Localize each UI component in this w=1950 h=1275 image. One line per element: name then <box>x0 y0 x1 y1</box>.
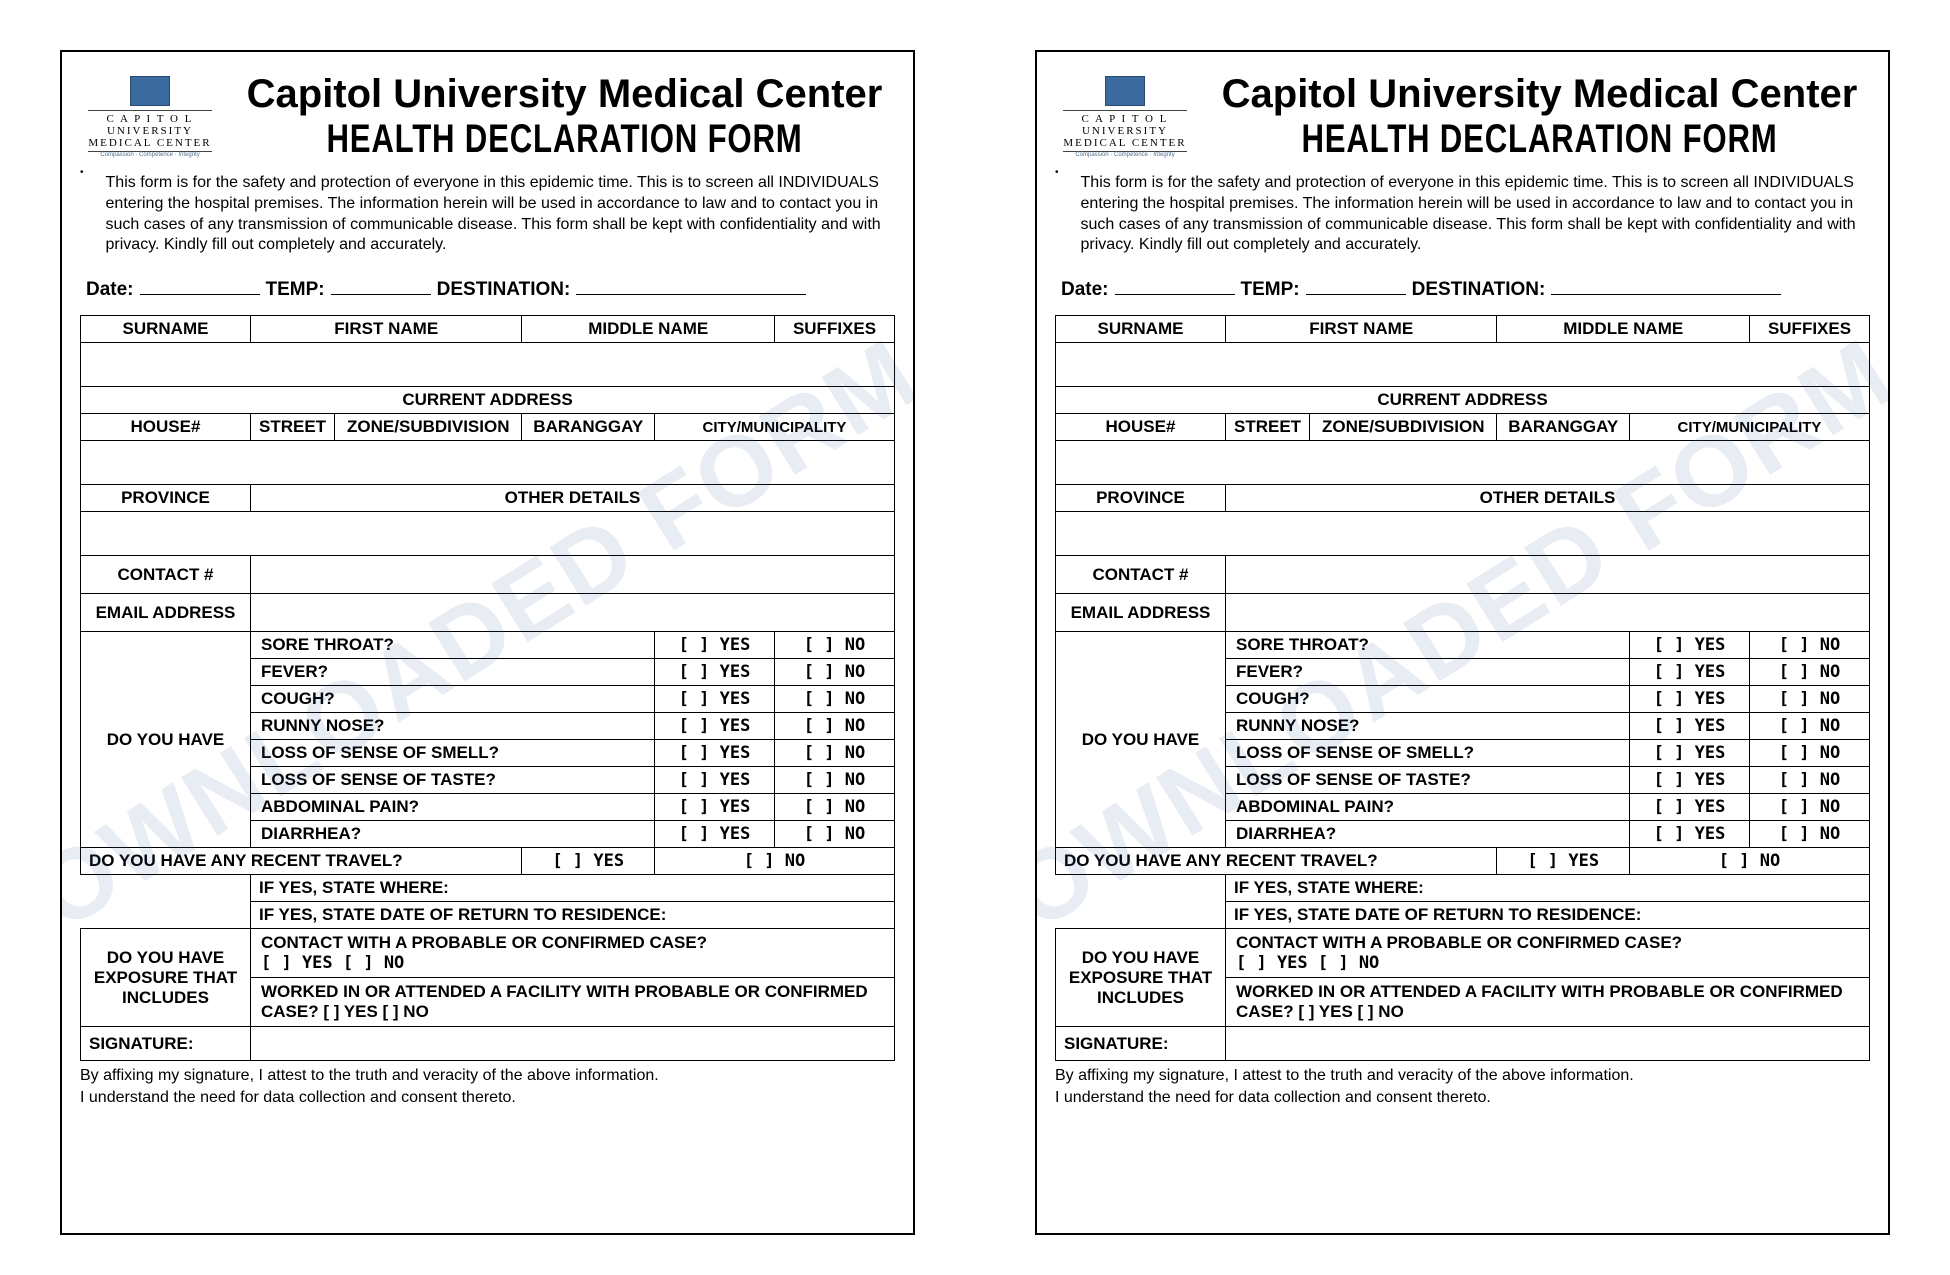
title-form: HEALTH DECLARATION FORM <box>307 117 823 162</box>
top-fields[interactable]: Date: TEMP: DESTINATION: <box>1061 276 1864 301</box>
logo: C A P I T O LUNIVERSITYMEDICAL CENTER Co… <box>80 67 220 167</box>
title-org: Capitol University Medical Center <box>234 72 895 117</box>
intro-text: This form is for the safety and protecti… <box>106 173 895 256</box>
logo: C A P I T O LUNIVERSITYMEDICAL CENTER Co… <box>1055 67 1195 167</box>
attestation: By affixing my signature, I attest to th… <box>1055 1065 1870 1108</box>
intro-text: This form is for the safety and protecti… <box>1081 173 1870 256</box>
form-right: DOWNLOADED FORM C A P I T O LUNIVERSITYM… <box>975 0 1950 1275</box>
form-left: DOWNLOADED FORM C A P I T O LUNIVERSITYM… <box>0 0 975 1275</box>
title-form: HEALTH DECLARATION FORM <box>1282 117 1798 162</box>
form-table[interactable]: SURNAME FIRST NAME MIDDLE NAME SUFFIXES … <box>1055 315 1870 1061</box>
attestation: By affixing my signature, I attest to th… <box>80 1065 895 1108</box>
form-table[interactable]: SURNAME FIRST NAME MIDDLE NAME SUFFIXES … <box>80 315 895 1061</box>
top-fields[interactable]: Date: TEMP: DESTINATION: <box>86 276 889 301</box>
title-org: Capitol University Medical Center <box>1209 72 1870 117</box>
